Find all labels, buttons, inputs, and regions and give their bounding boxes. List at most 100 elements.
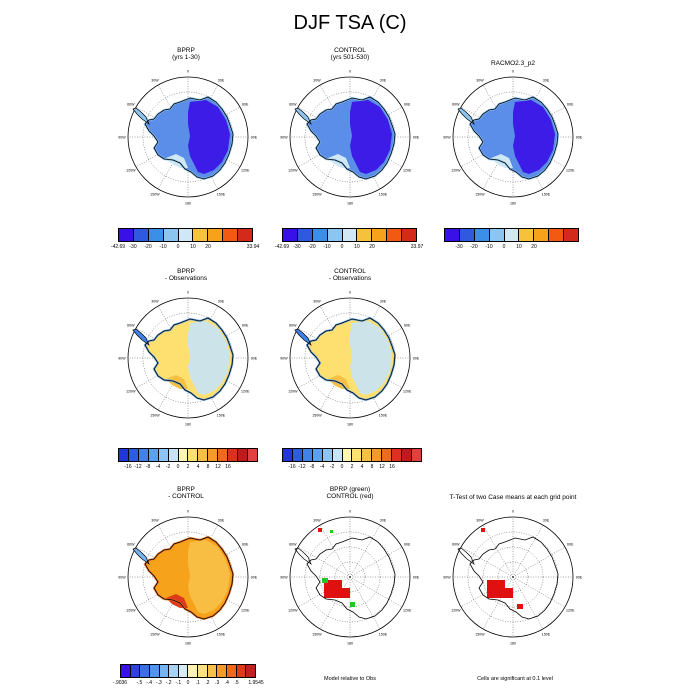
colorbar-swatch bbox=[128, 449, 139, 461]
colorbar-label: -10 bbox=[159, 244, 167, 250]
map-control: 0 30E 60E 90E 120E 150E 180 150W 120W 90W 60W 30W bbox=[280, 70, 419, 206]
colorbar-swatch bbox=[332, 449, 343, 461]
longitude-label: 30W bbox=[476, 518, 484, 522]
map-bprp-minus-control: 0 30E 60E 90E 120E 150E 180 150W 120W 90W 60W 30W bbox=[118, 510, 257, 646]
colorbar-label: -.3 bbox=[155, 680, 162, 686]
colorbar-swatch bbox=[534, 229, 550, 241]
colorbar-swatch bbox=[149, 665, 160, 677]
note-significance: Cells are significant at 0.1 level bbox=[477, 676, 553, 682]
longitude-label: 90W bbox=[443, 136, 451, 140]
colorbar-swatch bbox=[312, 229, 328, 241]
longitude-label: 60W bbox=[127, 103, 135, 107]
colorbar-label: 0 bbox=[186, 680, 190, 686]
colorbar-label: 20 bbox=[531, 244, 537, 250]
colorbar-bprp-control: -.9036 -.5 -.4 -.3 -.2 -.1 0 .1 .2 .3 .4 .5 1.9545 bbox=[113, 664, 264, 686]
longitude-label: 90W bbox=[443, 576, 451, 580]
colorbar-label: .4 bbox=[224, 680, 229, 686]
colorbar-label: 20 bbox=[205, 244, 211, 250]
colorbar-label: 2 bbox=[350, 464, 354, 470]
colorbar-swatch bbox=[217, 665, 228, 677]
colorbar-swatch bbox=[169, 665, 179, 677]
colorbar-label: 10 bbox=[190, 244, 196, 250]
colorbar-swatch bbox=[302, 449, 313, 461]
colorbar-swatch bbox=[342, 229, 358, 241]
colorbar-label: .1 bbox=[195, 680, 200, 686]
colorbar-swatch bbox=[372, 229, 388, 241]
longitude-label: 90W bbox=[118, 357, 126, 361]
colorbar-swatch bbox=[292, 449, 303, 461]
panel-title-bprp-control: BPRP - CONTROL bbox=[168, 486, 204, 500]
longitude-label: 150W bbox=[312, 633, 322, 637]
longitude-label: 90W bbox=[280, 576, 288, 580]
colorbar-swatch bbox=[474, 229, 490, 241]
colorbar-swatch bbox=[387, 229, 403, 241]
longitude-label: 60W bbox=[452, 543, 460, 547]
colorbar-label: 16 bbox=[225, 464, 231, 470]
colorbar-label: 8 bbox=[370, 464, 374, 470]
longitude-label: 90W bbox=[118, 576, 126, 580]
colorbar-label: -10 bbox=[323, 244, 331, 250]
longitude-label: 60E bbox=[242, 103, 249, 107]
colorbar-label: 8 bbox=[206, 464, 210, 470]
panel-title-bprp-obs: BPRP - Observations bbox=[164, 268, 208, 282]
colorbar-swatch bbox=[246, 665, 255, 677]
longitude-label: 90E bbox=[413, 357, 420, 361]
longitude-label: 120E bbox=[241, 169, 250, 173]
colorbar-label: -20 bbox=[308, 244, 316, 250]
colorbar-label: 10 bbox=[516, 244, 522, 250]
colorbar-swatch bbox=[236, 665, 247, 677]
colorbar-swatch bbox=[188, 665, 199, 677]
colorbar-swatch bbox=[159, 665, 170, 677]
longitude-label: 0 bbox=[349, 291, 351, 295]
colorbar-label: -.2 bbox=[165, 680, 172, 686]
longitude-label: 150W bbox=[150, 633, 160, 637]
colorbar-label: -42.69 bbox=[274, 244, 290, 250]
map-control-minus-obs: 0 30E 60E 90E 120E 150E 180 150W 120W 90W 60W 30W bbox=[280, 291, 420, 427]
colorbar-label: -20 bbox=[144, 244, 152, 250]
longitude-label: 90E bbox=[251, 357, 258, 361]
longitude-label: 120E bbox=[241, 390, 250, 394]
longitude-label: 30W bbox=[151, 78, 159, 82]
note-model-relative: Model relative to Obs bbox=[324, 676, 376, 682]
colorbar-swatch bbox=[228, 449, 239, 461]
colorbar-label: -16 bbox=[124, 464, 132, 470]
colorbar-label: 16 bbox=[389, 464, 395, 470]
colorbar-label: -2 bbox=[165, 464, 171, 470]
longitude-label: 0 bbox=[187, 510, 189, 514]
longitude-label: 150E bbox=[217, 414, 226, 418]
colorbar-label: 12 bbox=[379, 464, 385, 470]
longitude-label: 90E bbox=[413, 576, 420, 580]
colorbar-label: 33.97 bbox=[410, 244, 424, 250]
panel-title-bprp: BPRP (yrs 1-30) bbox=[172, 47, 200, 61]
longitude-label: 180 bbox=[510, 642, 516, 646]
longitude-label: 60W bbox=[127, 324, 135, 328]
longitude-label: 150W bbox=[312, 414, 322, 418]
colorbar-label: -42.69 bbox=[110, 244, 126, 250]
longitude-label: 90E bbox=[576, 576, 583, 580]
longitude-label: 60W bbox=[289, 103, 297, 107]
longitude-label: 150W bbox=[475, 633, 485, 637]
longitude-label: 90W bbox=[118, 136, 126, 140]
colorbar-swatch bbox=[148, 229, 164, 241]
longitude-label: 150E bbox=[379, 633, 388, 637]
colorbar-label: -8 bbox=[309, 464, 315, 470]
colorbar-swatch bbox=[549, 229, 565, 241]
colorbar-label: -.1 bbox=[175, 680, 182, 686]
colorbar-swatch bbox=[382, 449, 393, 461]
longitude-label: 30W bbox=[313, 518, 321, 522]
colorbar-label: 0 bbox=[176, 464, 180, 470]
colorbar-swatch bbox=[223, 229, 239, 241]
longitude-label: 0 bbox=[187, 70, 189, 74]
colorbar-label: -16 bbox=[288, 464, 296, 470]
longitude-label: 90W bbox=[280, 136, 288, 140]
longitude-label: 30E bbox=[218, 299, 225, 303]
figure-title: DJF TSA (C) bbox=[293, 12, 407, 34]
longitude-label: 120E bbox=[241, 609, 250, 613]
longitude-label: 60E bbox=[242, 324, 249, 328]
colorbar-swatch bbox=[193, 229, 209, 241]
longitude-label: 180 bbox=[347, 202, 353, 206]
colorbar-control-obs: -16 -12 -8 -4 -2 0 2 4 8 12 16 bbox=[282, 448, 422, 470]
longitude-label: 60E bbox=[404, 103, 411, 107]
longitude-label: 60E bbox=[567, 103, 574, 107]
colorbar-label: -8 bbox=[145, 464, 151, 470]
